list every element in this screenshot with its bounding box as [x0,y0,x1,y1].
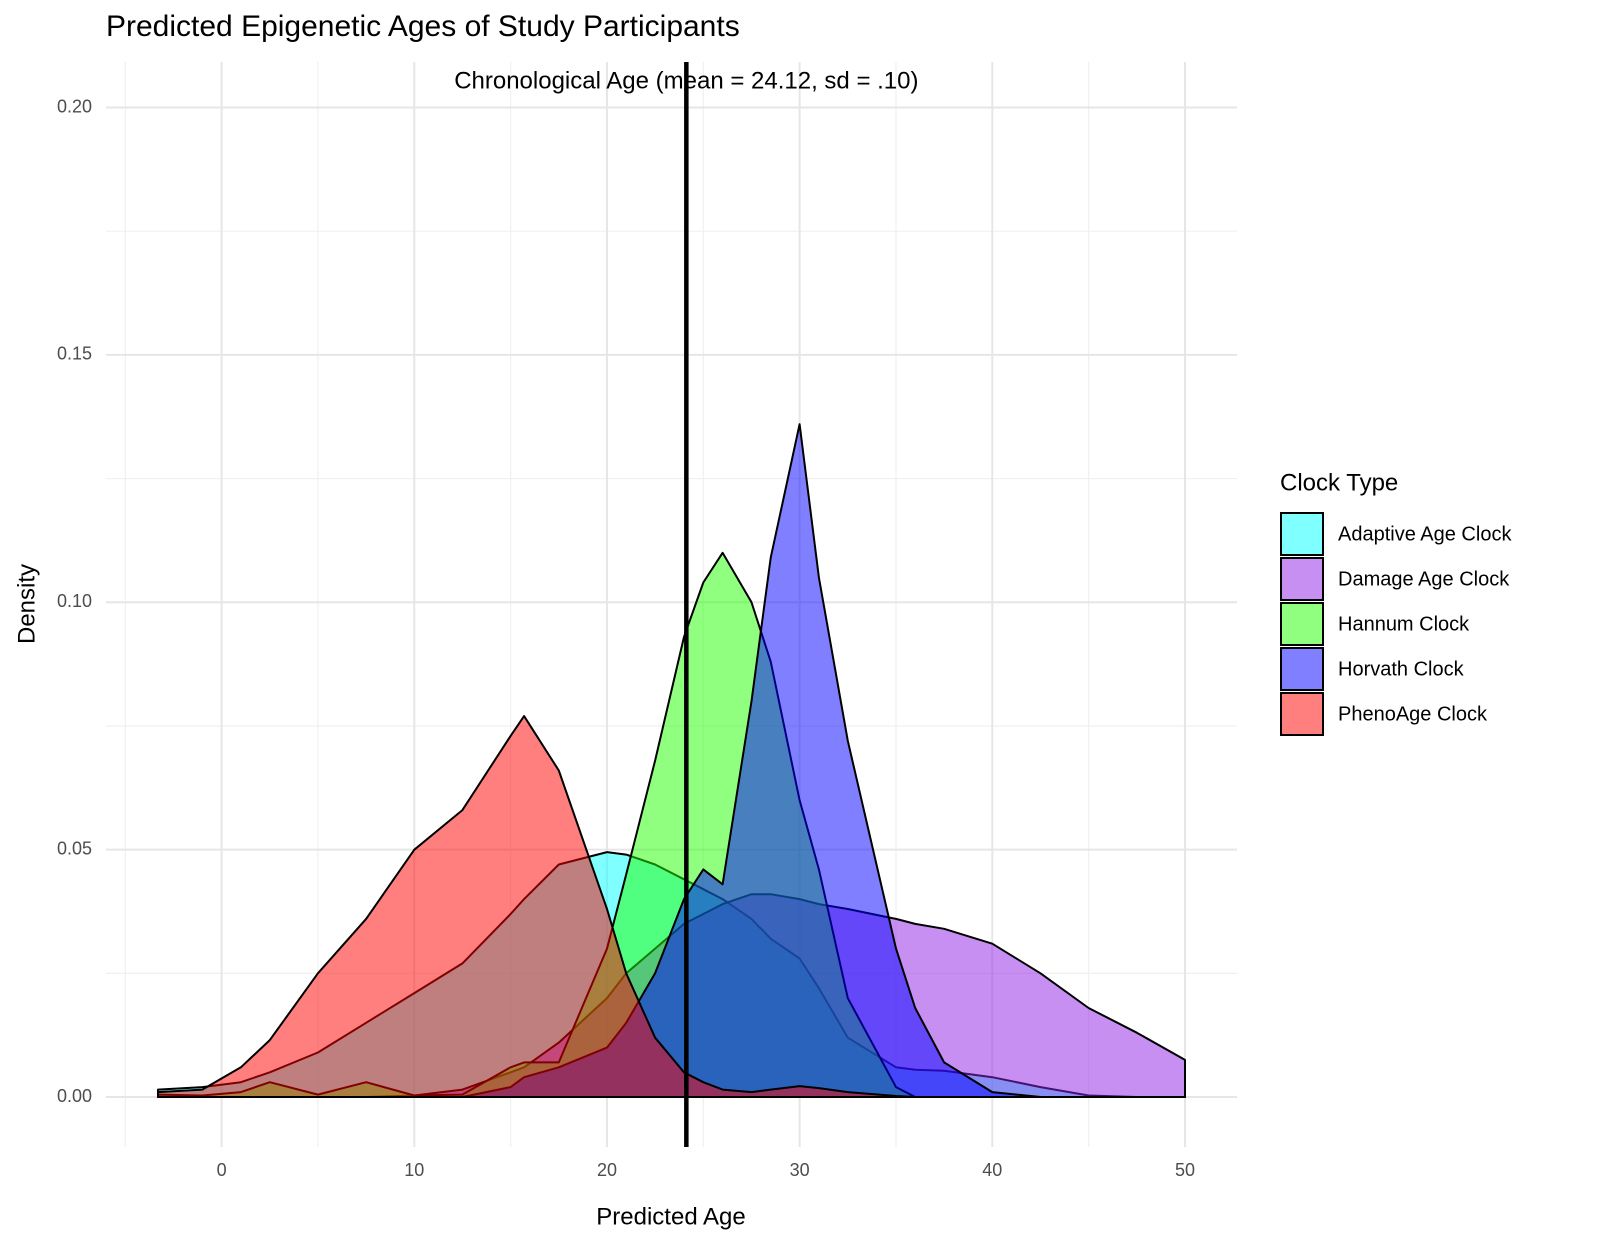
legend-label: Hannum Clock [1338,613,1470,635]
legend-key [1280,647,1324,691]
y-tick-label: 0.15 [57,344,92,364]
legend-label: Adaptive Age Clock [1338,523,1512,545]
x-tick-label: 20 [597,1160,617,1180]
y-tick-label: 0.20 [57,96,92,116]
x-tick-label: 10 [404,1160,424,1180]
legend-key [1280,512,1324,556]
chart-title: Predicted Epigenetic Ages of Study Parti… [106,10,740,43]
legend-key [1280,557,1324,601]
x-tick-label: 30 [790,1160,810,1180]
x-axis-title: Predicted Age [596,1203,745,1230]
density-area [157,715,1186,1099]
legend-label: Horvath Clock [1338,658,1465,680]
x-tick-label: 50 [1175,1160,1195,1180]
y-tick-label: 0.10 [57,591,92,611]
legend-key [1280,692,1324,736]
legend-key [1280,602,1324,646]
legend-label: PhenoAge Clock [1338,703,1488,725]
y-tick-label: 0.05 [57,838,92,858]
x-tick-label: 0 [217,1160,227,1180]
y-axis-title: Density [13,564,40,644]
legend-label: Damage Age Clock [1338,568,1510,590]
annotation: Chronological Age (mean = 24.12, sd = .1… [454,67,918,94]
legend-title: Clock Type [1280,469,1398,496]
y-tick-label: 0.00 [57,1086,92,1106]
x-tick-label: 40 [982,1160,1002,1180]
